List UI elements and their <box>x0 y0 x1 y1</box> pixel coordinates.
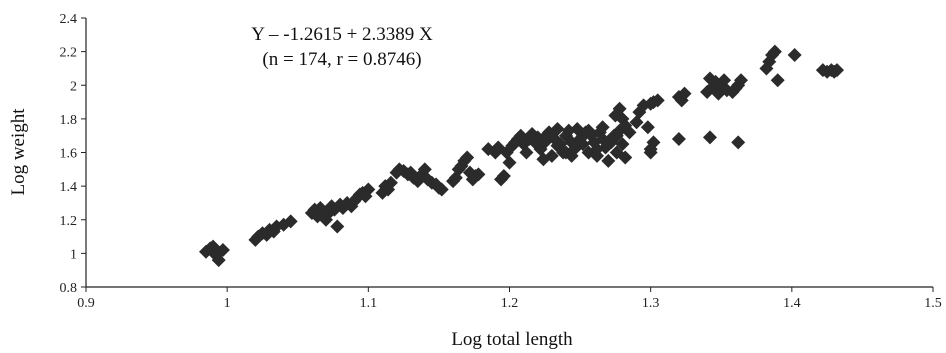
data-point <box>460 150 475 165</box>
data-point <box>581 123 596 138</box>
data-point <box>471 167 486 182</box>
data-point <box>622 125 637 140</box>
y-tick-label: 1 <box>70 247 77 262</box>
data-point <box>595 132 610 147</box>
data-point <box>601 153 616 168</box>
data-point <box>590 142 605 157</box>
data-point <box>283 214 298 229</box>
data-point <box>734 73 749 88</box>
data-points <box>198 44 845 268</box>
x-tick-label: 1.4 <box>783 296 801 311</box>
data-point <box>640 120 655 135</box>
data-point <box>650 93 665 108</box>
data-point <box>618 118 633 133</box>
y-axis-title: Log weight <box>8 108 29 196</box>
y-axis: 0.8 1 1.2 1.4 1.6 1.8 2 2.2 2.4 <box>60 12 87 296</box>
data-point <box>830 63 845 78</box>
data-point <box>671 132 686 147</box>
data-point <box>330 219 345 234</box>
data-point <box>417 162 432 177</box>
data-point <box>612 101 627 116</box>
data-point <box>770 73 785 88</box>
data-point <box>211 253 226 268</box>
data-point <box>615 137 630 152</box>
data-point <box>544 148 559 163</box>
data-point <box>609 128 624 143</box>
y-tick-label: 1.4 <box>60 180 78 195</box>
data-point <box>646 135 661 150</box>
data-point <box>519 145 534 160</box>
x-tick-label: 0.9 <box>77 296 95 311</box>
regression-equation: Y – -1.2615 + 2.3389 X <box>251 24 433 45</box>
data-point <box>595 120 610 135</box>
data-point <box>575 137 590 152</box>
y-tick-label: 2 <box>70 79 77 94</box>
y-tick-label: 1.2 <box>60 214 78 229</box>
data-point <box>787 47 802 62</box>
data-point <box>767 44 782 59</box>
x-tick-label: 1.3 <box>642 296 660 311</box>
data-point <box>618 150 633 165</box>
regression-stats: (n = 174, r = 0.8746) <box>262 49 421 70</box>
data-point <box>361 182 376 197</box>
data-point <box>702 130 717 145</box>
data-point <box>215 243 230 258</box>
data-point <box>537 135 552 150</box>
x-tick-label: 1.2 <box>501 296 519 311</box>
data-point <box>731 135 746 150</box>
x-tick-label: 1 <box>224 296 231 311</box>
x-tick-label: 1.5 <box>924 296 942 311</box>
data-point <box>499 145 514 160</box>
data-point <box>434 182 449 197</box>
data-point <box>677 86 692 101</box>
x-axis: 0.9 1 1.1 1.2 1.3 1.4 1.5 <box>77 286 942 311</box>
y-tick-label: 2.2 <box>60 46 78 61</box>
data-point <box>717 73 732 88</box>
data-point <box>383 175 398 190</box>
data-point <box>643 145 658 160</box>
data-point <box>629 115 644 130</box>
y-tick-label: 1.8 <box>60 113 78 128</box>
y-tick-label: 2.4 <box>60 12 78 27</box>
data-point <box>558 145 573 160</box>
data-point <box>550 138 565 153</box>
y-tick-label: 1.6 <box>60 147 78 162</box>
data-point <box>502 155 517 170</box>
x-axis-title: Log total length <box>451 329 573 350</box>
x-tick-label: 1.1 <box>360 296 378 311</box>
data-point <box>496 169 511 184</box>
data-point <box>550 121 565 136</box>
y-tick-label: 0.8 <box>60 281 78 296</box>
